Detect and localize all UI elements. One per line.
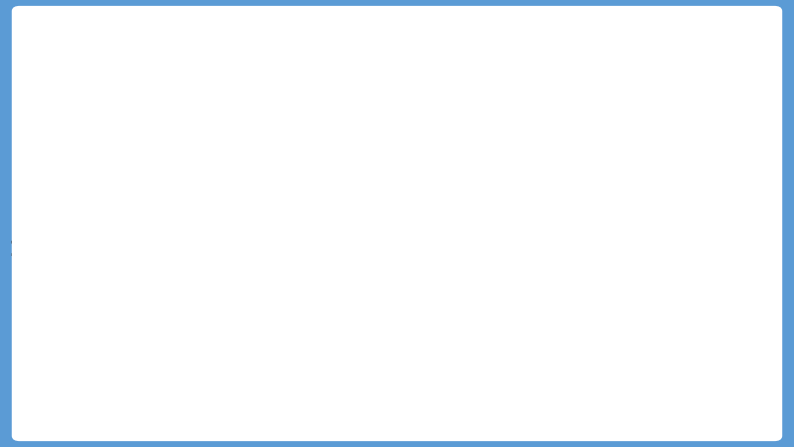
Text: ABCD: ABCD bbox=[129, 343, 195, 363]
Text: A'B'C'D': A'B'C'D' bbox=[205, 343, 295, 363]
Text: 77°: 77° bbox=[106, 295, 140, 313]
Text: b: b bbox=[106, 401, 119, 419]
Text: 相等，由此可得: 相等，由此可得 bbox=[32, 369, 119, 389]
Text: 4: 4 bbox=[419, 212, 434, 231]
Text: =: = bbox=[91, 408, 106, 426]
Text: a: a bbox=[146, 401, 159, 419]
Text: =: = bbox=[97, 383, 112, 401]
Text: 77°: 77° bbox=[457, 276, 486, 291]
Text: C'D': C'D' bbox=[165, 393, 195, 407]
Text: C: C bbox=[318, 355, 330, 373]
Text: A: A bbox=[62, 145, 75, 163]
Text: D: D bbox=[277, 27, 291, 45]
Text: BC: BC bbox=[115, 380, 137, 395]
Text: CD: CD bbox=[168, 380, 192, 395]
Text: 7: 7 bbox=[648, 183, 662, 202]
Text: 解：四边形: 解：四边形 bbox=[32, 343, 94, 363]
Text: 相似，它们的对应边的比: 相似，它们的对应边的比 bbox=[276, 343, 414, 363]
Text: B': B' bbox=[424, 351, 441, 369]
Text: 和: 和 bbox=[189, 343, 202, 363]
Text: B: B bbox=[40, 355, 55, 373]
Text: 117°: 117° bbox=[492, 197, 535, 215]
Text: ∴: ∴ bbox=[32, 384, 43, 402]
Text: a: a bbox=[338, 189, 353, 209]
Text: α: α bbox=[599, 102, 611, 121]
Text: 6: 6 bbox=[107, 414, 118, 432]
Text: 6: 6 bbox=[517, 348, 531, 367]
Text: 18: 18 bbox=[58, 401, 80, 419]
Text: .: . bbox=[164, 408, 171, 427]
Text: .: . bbox=[199, 383, 206, 402]
Text: =: = bbox=[130, 408, 145, 426]
Text: B'C': B'C' bbox=[112, 393, 141, 407]
Text: C': C' bbox=[603, 351, 620, 369]
Text: b: b bbox=[184, 350, 197, 370]
Text: 83°: 83° bbox=[562, 276, 591, 291]
Text: ∴: ∴ bbox=[32, 409, 43, 427]
Text: 18: 18 bbox=[8, 240, 40, 260]
Text: 7: 7 bbox=[147, 414, 158, 432]
Text: AB: AB bbox=[60, 380, 84, 395]
Text: A': A' bbox=[436, 112, 454, 130]
Text: D': D' bbox=[642, 51, 661, 69]
Text: 解得  a=31.5，  b=27.: 解得 a=31.5， b=27. bbox=[341, 407, 553, 427]
Text: =: = bbox=[151, 383, 166, 401]
Text: 83°: 83° bbox=[252, 295, 287, 313]
Text: 4: 4 bbox=[64, 414, 75, 432]
Text: A'B': A'B' bbox=[57, 393, 87, 407]
